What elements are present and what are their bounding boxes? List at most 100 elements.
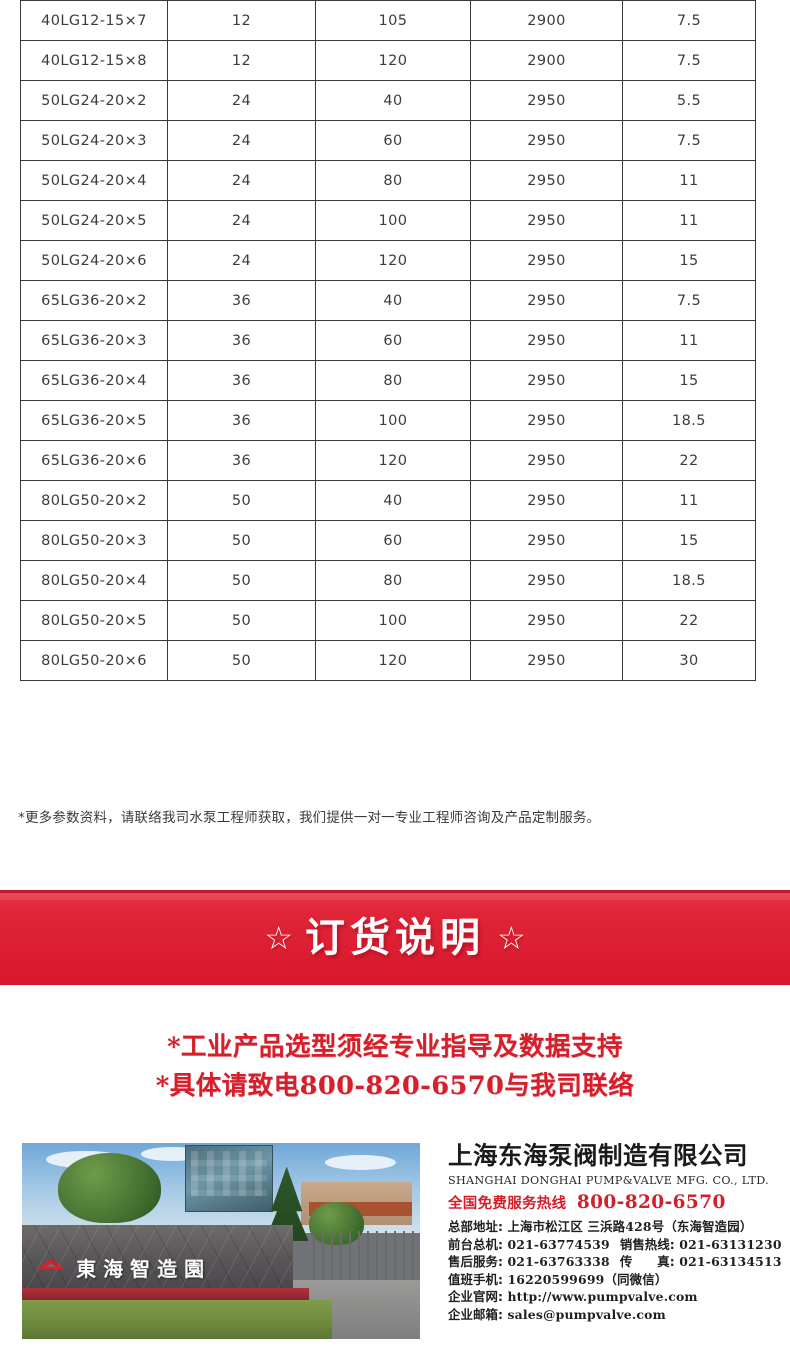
cell-value: 2950 (470, 200, 623, 241)
cell-value: 50 (167, 520, 316, 561)
contact-value[interactable]: 021-63134513 (679, 1254, 782, 1270)
cell-value: 36 (167, 400, 316, 441)
cell-value: 2900 (470, 0, 623, 41)
cell-value: 40 (315, 80, 471, 121)
table-footnote: *更多参数资料，请联络我司水泵工程师获取，我们提供一对一专业工程师咨询及产品定制… (18, 810, 601, 826)
company-name-cn: 上海东海泵阀制造有限公司 (448, 1141, 748, 1170)
contact-label: 企业官网: (448, 1289, 508, 1305)
donghai-triangle-logo-icon (36, 1258, 66, 1270)
contact-line: 总部地址: 上海市松江区 三浜路428号（东海智造园） (448, 1218, 783, 1236)
cell-value: 2950 (470, 480, 623, 521)
cell-value: 2950 (470, 560, 623, 601)
hotline-label: 全国免费服务热线 (448, 1195, 567, 1212)
table-row: 65LG36-20×2 36 40 2950 7.5 (20, 280, 756, 321)
contact-value[interactable]: 16220599699（同微信） (507, 1271, 668, 1287)
cell-value: 22 (622, 600, 756, 641)
table-row: 65LG36-20×5 36 100 2950 18.5 (20, 400, 756, 441)
photo-office-building (185, 1144, 273, 1212)
cell-value: 22 (622, 440, 756, 481)
contact-label: 传 真: (619, 1254, 680, 1270)
free-hotline: 全国免费服务热线 800-820-6570 (448, 1191, 783, 1213)
contact-list: 总部地址: 上海市松江区 三浜路428号（东海智造园） 前台总机: 021-637… (448, 1218, 783, 1323)
cell-value: 11 (622, 200, 756, 241)
cell-value: 36 (167, 440, 316, 481)
cell-value: 24 (167, 200, 316, 241)
table-row: 40LG12-15×8 12 120 2900 7.5 (20, 40, 756, 81)
contact-label: 销售热线: (619, 1236, 680, 1252)
contact-value[interactable]: 021-63131230 (679, 1236, 782, 1252)
cell-model: 50LG24-20×6 (20, 240, 168, 281)
cell-value: 50 (167, 600, 316, 641)
table-row: 80LG50-20×4 50 80 2950 18.5 (20, 560, 756, 601)
pump-spec-table: 40LG12-15×7 12 105 2900 7.5 40LG12-15×8 12 120 2… (20, 0, 756, 681)
cell-value: 60 (315, 520, 471, 561)
cell-value: 12 (167, 40, 316, 81)
company-name-en: SHANGHAI DONGHAI PUMP&VALVE MFG. CO., LT… (448, 1173, 770, 1187)
notice-line-2: *具体请致电800-820-6570与我司联络 (155, 1071, 635, 1101)
photo-wall-text: 東海智造園 (76, 1256, 212, 1281)
tree-icon (57, 1152, 162, 1224)
cell-model: 80LG50-20×3 (20, 520, 168, 561)
contact-label: 前台总机: (448, 1236, 508, 1252)
contact-value[interactable]: sales@pumpvalve.com (507, 1306, 666, 1322)
table-row: 65LG36-20×3 36 60 2950 11 (20, 320, 756, 361)
contact-label: 值班手机: (448, 1271, 508, 1287)
cell-value: 2950 (470, 160, 623, 201)
cell-value: 2950 (470, 400, 623, 441)
cell-value: 100 (315, 200, 471, 241)
table-row: 50LG24-20×3 24 60 2950 7.5 (20, 120, 756, 161)
cell-value: 2950 (470, 80, 623, 121)
order-instructions-banner: ☆ 订货说明 ☆ (0, 890, 790, 985)
hotline-number[interactable]: 800-820-6570 (576, 1191, 726, 1213)
contact-line: 企业邮箱: sales@pumpvalve.com (448, 1306, 783, 1324)
cell-model: 65LG36-20×3 (20, 320, 168, 361)
contact-label: 售后服务: (448, 1254, 508, 1270)
cell-value: 60 (315, 320, 471, 361)
cell-value: 100 (315, 600, 471, 641)
banner-title: 订货说明 (305, 915, 485, 961)
cell-value: 2950 (470, 240, 623, 281)
cell-value: 15 (622, 360, 756, 401)
cell-value: 40 (315, 280, 471, 321)
cell-value: 36 (167, 280, 316, 321)
notice-line-1: *工业产品选型须经专业指导及数据支持 (167, 1032, 623, 1062)
cell-value: 2950 (470, 440, 623, 481)
photo-stone-wall: 東海智造園 (22, 1225, 293, 1292)
cell-value: 30 (622, 640, 756, 681)
table-row: 50LG24-20×2 24 40 2950 5.5 (20, 80, 756, 121)
contact-value[interactable]: 上海市松江区 三浜路428号（东海智造园） (507, 1219, 753, 1235)
contact-value[interactable]: http://www.pumpvalve.com (507, 1289, 698, 1305)
cell-value: 7.5 (622, 280, 756, 321)
cell-value: 50 (167, 640, 316, 681)
contact-value[interactable]: 021-63763338 (507, 1254, 610, 1270)
contact-line: 前台总机: 021-63774539 销售热线: 021-63131230 (448, 1236, 783, 1254)
cell-value: 60 (315, 120, 471, 161)
contact-value[interactable]: 021-63774539 (507, 1236, 610, 1252)
cell-value: 2950 (470, 520, 623, 561)
cell-model: 65LG36-20×4 (20, 360, 168, 401)
cell-model: 40LG12-15×8 (20, 40, 168, 81)
cell-value: 105 (315, 0, 471, 41)
cell-value: 120 (315, 640, 471, 681)
cell-value: 36 (167, 360, 316, 401)
cell-value: 120 (315, 440, 471, 481)
star-left-icon: ☆ (264, 920, 293, 956)
cell-value: 15 (622, 240, 756, 281)
cell-value: 24 (167, 80, 316, 121)
cell-value: 80 (315, 360, 471, 401)
cell-model: 65LG36-20×2 (20, 280, 168, 321)
cloud-icon (324, 1154, 397, 1171)
cell-value: 11 (622, 160, 756, 201)
cell-model: 80LG50-20×6 (20, 640, 168, 681)
cell-value: 7.5 (622, 0, 756, 41)
cell-model: 65LG36-20×6 (20, 440, 168, 481)
cell-value: 100 (315, 400, 471, 441)
cell-model: 50LG24-20×2 (20, 80, 168, 121)
cell-value: 24 (167, 160, 316, 201)
cell-value: 50 (167, 480, 316, 521)
table-row: 50LG24-20×4 24 80 2950 11 (20, 160, 756, 201)
table-row: 80LG50-20×5 50 100 2950 22 (20, 600, 756, 641)
cell-value: 24 (167, 240, 316, 281)
cell-value: 36 (167, 320, 316, 361)
photo-lawn (22, 1299, 333, 1339)
